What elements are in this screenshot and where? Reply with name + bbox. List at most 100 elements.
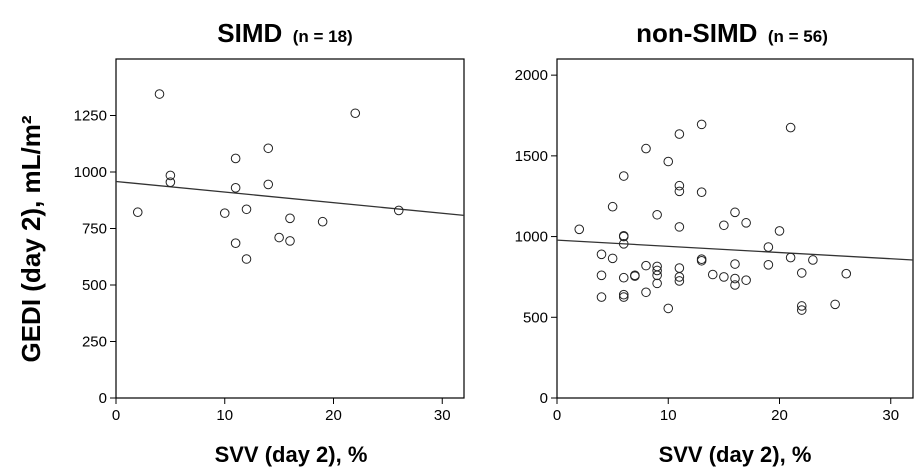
non-simd-plot-frame [556,58,914,399]
simd-data-point [274,232,284,243]
non-simd-title: non-SIMD (n = 56) [636,18,828,48]
simd-plot-frame [115,58,465,399]
non-simd-data-point [618,171,629,181]
non-simd-fit [556,239,914,261]
non-simd-data-point [674,186,685,197]
simd-y-tick-label: 250 [82,334,107,351]
non-simd-x-tick-label: 10 [660,407,677,424]
non-simd-data-point [808,255,818,265]
non-simd-data-point [574,224,585,235]
simd-data-point [263,179,274,190]
non-simd-data-point [607,253,618,264]
simd-x-axis-label: SVV (day 2), % [215,442,368,467]
simd-data-point [285,236,295,246]
non-simd-data-point [596,292,607,302]
non-simd-data-point [618,239,629,249]
simd-data-point [317,216,328,227]
non-simd-data-point [696,119,707,130]
non-simd-data-point [618,231,629,242]
non-simd-data-point [652,270,662,281]
non-simd-y-tick-label: 500 [523,309,548,326]
non-simd-fit-line [556,239,914,261]
non-simd-n-text: (n = 56) [768,27,828,46]
non-simd-x-axis-label: SVV (day 2), % [659,442,812,467]
non-simd-data-point [796,305,807,315]
non-simd-data-point [641,143,651,154]
non-simd-x-tick-label: 0 [553,407,561,424]
non-simd-data-point [652,278,662,289]
simd-data-point [219,208,230,218]
non-simd-data-point [674,276,685,286]
non-simd-data-point [607,201,618,212]
non-simd-y-tick-label: 2000 [515,67,548,84]
simd-data-point [263,143,274,154]
non-simd-x-tick-label: 20 [771,407,788,424]
simd-y-tick-label: 1250 [74,108,107,125]
simd-title: SIMD (n = 18) [217,18,352,48]
non-simd-data-point [663,156,674,167]
simd-data-point [165,177,176,187]
non-simd-data-point [763,260,774,270]
non-simd-data-point [696,255,707,266]
simd-y-tick-label: 0 [99,390,107,407]
simd-data-point [241,254,252,264]
simd-fit-line [115,180,465,217]
non-simd-data-point [796,268,807,278]
non-simd-data-point [763,242,774,252]
non-simd-data-point [641,260,651,271]
simd-data-point [350,108,361,119]
non-simd-data-point [674,263,685,273]
non-simd-data-point [674,222,685,232]
simd-x-tick-label: 0 [112,407,120,424]
non-simd-data-point [741,275,751,285]
non-simd-data-point [696,187,707,197]
non-simd-data-point [674,272,685,282]
simd-panel: SIMD (n = 18) GEDI (day 2), mL/m² SVV (d… [16,18,465,467]
non-simd-points [574,119,852,315]
non-simd-data-point [618,289,629,300]
simd-x-tick-label: 20 [325,407,342,424]
simd-fit [115,180,465,217]
non-simd-data-point [730,259,740,269]
non-simd-data-point [719,220,729,231]
simd-data-point [154,89,165,99]
non-simd-y-tick-label: 0 [540,390,548,407]
simd-ticks: 0 10 20 30 0 250 500 750 1000 1250 [74,108,451,425]
simd-data-point [230,153,241,164]
simd-y-tick-label: 500 [82,277,107,294]
simd-data-point [241,204,252,215]
non-simd-data-point [707,269,718,280]
non-simd-data-point [741,218,751,228]
non-simd-data-point [774,226,785,236]
non-simd-data-point [618,272,629,283]
non-simd-data-point [596,249,607,260]
non-simd-data-point [641,287,651,298]
non-simd-data-point [730,280,740,290]
non-simd-data-point [674,129,685,139]
simd-data-point [230,238,241,248]
non-simd-panel: non-SIMD (n = 56) SVV (day 2), % 0 10 20 30… [515,18,914,467]
simd-title-text: SIMD [217,18,282,48]
non-simd-title-text: non-SIMD [636,18,757,48]
non-simd-x-tick-label: 30 [882,407,899,424]
simd-data-point [285,213,295,224]
non-simd-data-point [730,207,740,218]
simd-data-point [165,170,176,181]
non-simd-data-point [730,273,740,284]
non-simd-data-point [630,271,640,281]
simd-y-axis-label: GEDI (day 2), mL/m² [16,115,46,362]
non-simd-y-tick-label: 1500 [515,148,548,165]
simd-data-point [132,207,143,218]
non-simd-data-point [652,265,662,276]
non-simd-data-point [618,292,629,302]
non-simd-data-point [719,272,729,282]
non-simd-ticks: 0 10 20 30 0 500 1000 1500 2000 [515,67,899,424]
simd-y-tick-label: 1000 [74,164,107,181]
simd-x-tick-label: 10 [216,407,233,424]
non-simd-data-point [663,303,674,314]
non-simd-data-point [785,122,796,133]
simd-data-point [230,183,241,193]
simd-points [132,89,404,264]
non-simd-data-point [785,252,796,263]
